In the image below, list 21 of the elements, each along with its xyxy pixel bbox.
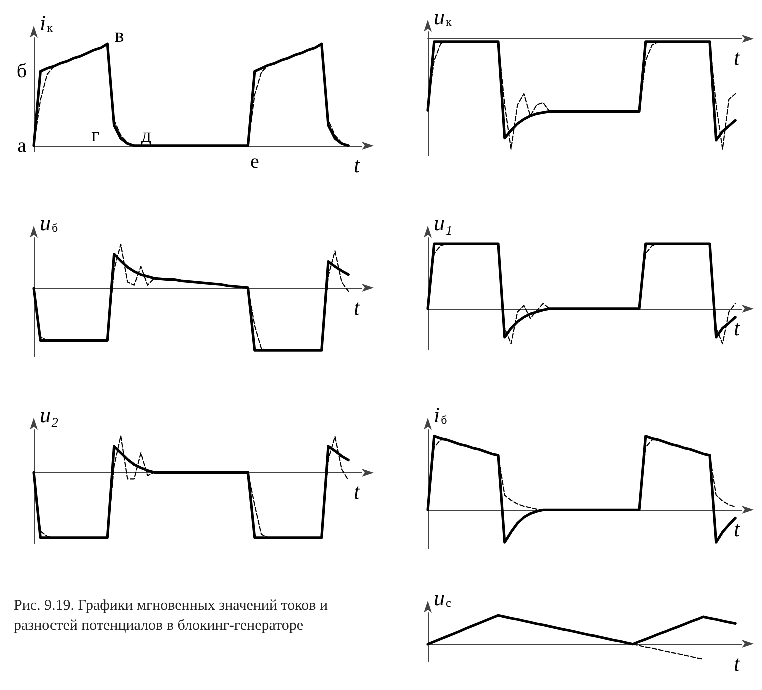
x-axis-title: t xyxy=(734,650,741,676)
annotation: д xyxy=(141,124,152,147)
y-axis-title: iб xyxy=(434,402,448,428)
x-axis-title: t xyxy=(354,152,361,178)
y-axis-title: u₂ xyxy=(40,402,59,428)
y-axis-title: uс xyxy=(434,586,452,610)
x-axis-title: t xyxy=(354,479,361,504)
text: б xyxy=(16,60,28,83)
y-axis-title: uк xyxy=(434,4,452,30)
annotation: в xyxy=(114,25,124,48)
y-axis-title: uб xyxy=(40,210,58,236)
x-axis-title: t xyxy=(734,516,741,542)
x-axis-title: t xyxy=(354,294,361,320)
text: а xyxy=(18,134,27,157)
text: Рис. 9.19. Графики мгновенных значений токов и разностей потенциалов в блокинг-генераторе xyxy=(14,597,329,636)
x-axis-title: t xyxy=(734,315,741,340)
text: е xyxy=(250,150,260,173)
y-axis-title: iк xyxy=(40,10,54,36)
y-axis-title: u₁ xyxy=(434,210,453,236)
annotation: г xyxy=(92,124,100,147)
x-axis-title: t xyxy=(734,45,741,70)
